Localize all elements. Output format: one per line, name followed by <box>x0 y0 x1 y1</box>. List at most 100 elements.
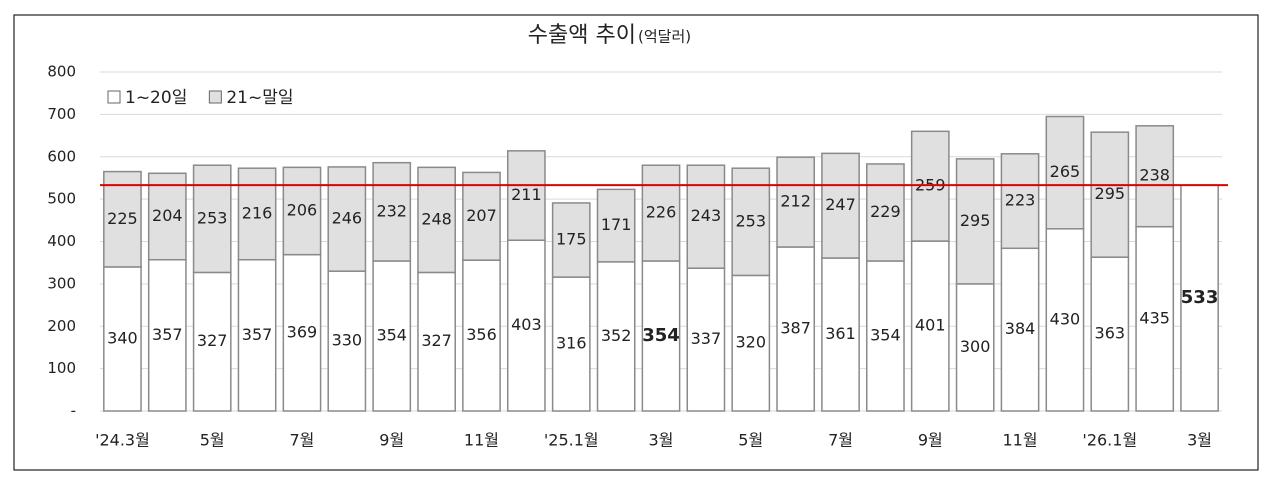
bar-segment <box>776 156 816 248</box>
bar-segment <box>372 260 412 412</box>
data-label: 248 <box>421 209 452 228</box>
data-label: 246 <box>332 209 363 228</box>
data-label: 357 <box>242 325 273 344</box>
bar-segment <box>686 267 726 412</box>
bar-segment <box>327 270 367 412</box>
data-label: 211 <box>511 185 542 204</box>
bar-segment <box>506 239 546 412</box>
data-label: 204 <box>152 206 183 225</box>
data-label: 225 <box>107 209 138 228</box>
bar-segment <box>103 170 142 268</box>
y-tick-label: 200 <box>47 317 76 335</box>
bar-segment <box>1090 131 1130 258</box>
x-tick-label: 9월 <box>379 431 404 450</box>
data-label: 295 <box>960 211 991 230</box>
bar-segment <box>596 188 636 263</box>
bar-segment <box>641 260 681 412</box>
bar-segment <box>821 152 860 259</box>
bar-segment <box>1045 228 1085 412</box>
data-label: 229 <box>870 202 901 221</box>
data-label: 247 <box>825 195 856 214</box>
bar-segment <box>1000 247 1040 412</box>
data-label: 369 <box>287 322 318 341</box>
y-tick-label: 700 <box>47 105 76 123</box>
data-label: 403 <box>511 315 542 334</box>
bar-segment <box>1135 125 1175 228</box>
data-label: 357 <box>152 325 183 344</box>
bar-segment <box>910 130 950 242</box>
x-tick-label: '26.1월 <box>1082 431 1137 450</box>
chart-title: 수출액 추이 <box>528 23 636 48</box>
data-label: 354 <box>376 325 407 344</box>
bar-segment <box>462 171 501 261</box>
data-label: 171 <box>601 215 632 234</box>
data-label: 265 <box>1050 162 1081 181</box>
bar-segment <box>462 259 501 412</box>
bar-segment <box>1045 115 1085 230</box>
data-label: 337 <box>691 329 722 348</box>
unit: (억달러) <box>638 28 691 46</box>
x-tick-label: 5월 <box>200 431 225 450</box>
bar-segment <box>147 258 187 412</box>
bar-segment <box>1090 256 1130 412</box>
y-tick-label: 500 <box>47 190 76 208</box>
bar-segment <box>372 161 412 262</box>
data-label: 226 <box>646 203 677 222</box>
y-tick-label: 800 <box>47 63 76 81</box>
x-tick-label: 11월 <box>464 431 499 450</box>
data-label: 207 <box>466 206 497 225</box>
bar-segment <box>1000 153 1040 250</box>
bar-segment <box>551 276 591 412</box>
data-label: 327 <box>421 331 452 350</box>
x-tick-label: '24.3월 <box>95 431 150 450</box>
data-label: 300 <box>960 337 991 356</box>
data-label: 253 <box>735 211 766 230</box>
data-label: 206 <box>287 200 318 219</box>
x-tick-label: 9월 <box>918 431 943 450</box>
legend-swatch <box>107 90 121 104</box>
bar-segment <box>506 150 546 241</box>
data-label: 216 <box>242 203 273 222</box>
bar-segment <box>192 164 232 274</box>
y-tick-label: 300 <box>47 274 76 292</box>
data-label: 253 <box>197 208 228 227</box>
x-tick-label: '25.1월 <box>544 431 599 450</box>
data-label: 175 <box>556 230 587 249</box>
y-tick-label: - <box>71 402 76 420</box>
x-tick-label: 11월 <box>1002 431 1037 450</box>
bar-segment <box>910 240 950 412</box>
data-label: 223 <box>1005 191 1036 210</box>
bar-segment <box>551 202 591 278</box>
data-label: 243 <box>691 206 722 225</box>
bar-segment <box>282 166 322 256</box>
data-label: 320 <box>735 333 766 352</box>
bar-segment <box>1135 225 1175 412</box>
data-label: 354 <box>642 325 680 346</box>
bar-segment <box>955 158 995 285</box>
x-tick-label: 7월 <box>290 431 315 450</box>
legend-label: 1~20일 <box>125 88 187 108</box>
data-label: 352 <box>601 326 632 345</box>
bar-segment <box>103 266 142 412</box>
bar-segment <box>417 271 456 412</box>
bar-segment <box>282 253 322 412</box>
bar-segment <box>686 164 726 269</box>
data-label: 356 <box>466 325 497 344</box>
legend-swatch <box>208 90 222 104</box>
y-tick-label: 600 <box>47 147 76 165</box>
data-label: 340 <box>107 328 138 347</box>
y-tick-label: 100 <box>47 359 76 377</box>
data-label: 361 <box>825 324 856 343</box>
x-tick-label: 5월 <box>738 431 763 450</box>
data-label: 435 <box>1139 308 1170 327</box>
bar-segment <box>955 283 995 412</box>
bar-segment <box>237 167 277 261</box>
data-label: 354 <box>870 325 901 344</box>
x-tick-label: 7월 <box>828 431 853 450</box>
bar-segment <box>1180 184 1219 412</box>
data-label: 327 <box>197 331 228 350</box>
x-tick-label: 3월 <box>649 431 674 450</box>
y-tick-label: 400 <box>47 232 76 250</box>
data-label: 316 <box>556 334 587 353</box>
